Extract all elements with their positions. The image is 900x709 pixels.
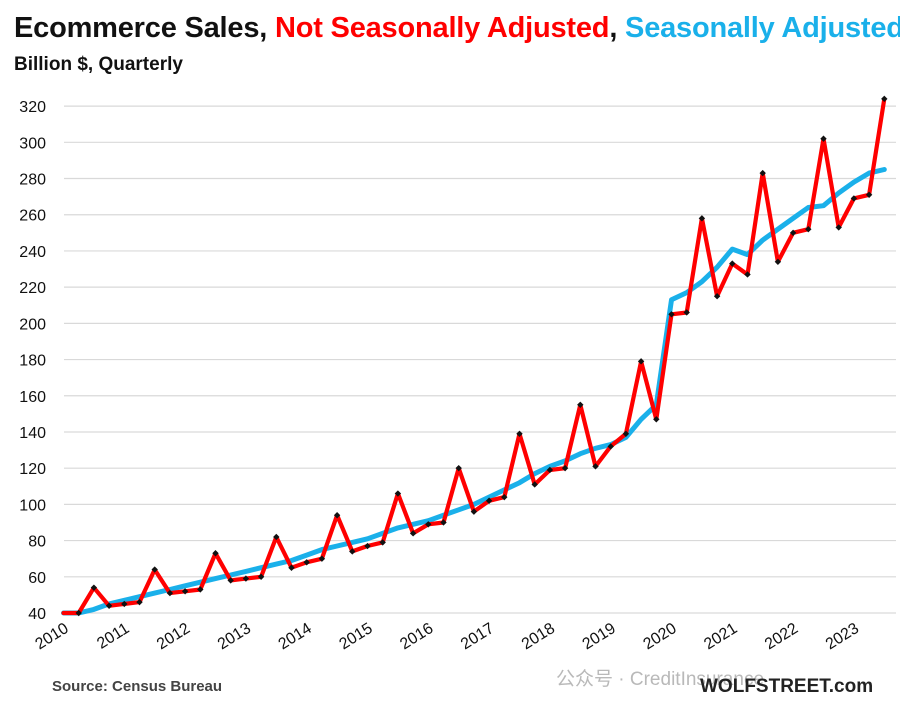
x-tick-label: 2016 bbox=[397, 620, 436, 653]
x-tick-label: 2021 bbox=[701, 620, 740, 653]
nsa-data-point bbox=[212, 550, 219, 557]
nsa-data-point bbox=[531, 481, 538, 488]
nsa-data-point bbox=[561, 464, 569, 472]
x-tick-label: 2023 bbox=[823, 620, 862, 653]
y-tick-label: 180 bbox=[19, 353, 46, 370]
nsa-series-line bbox=[61, 96, 887, 616]
y-tick-label: 280 bbox=[19, 172, 46, 189]
nsa-data-point bbox=[227, 577, 234, 584]
sa-series-line bbox=[61, 167, 887, 616]
chart-subtitle: Billion $, Quarterly bbox=[14, 54, 183, 75]
nsa-data-point bbox=[805, 226, 812, 233]
nsa-data-point bbox=[440, 519, 447, 526]
nsa-data-point bbox=[455, 464, 462, 472]
nsa-data-point bbox=[789, 229, 797, 237]
nsa-data-point bbox=[409, 530, 417, 537]
y-tick-label: 220 bbox=[19, 280, 46, 297]
nsa-data-point bbox=[577, 401, 584, 409]
chart-title-part-3: Seasonally Adjusted bbox=[625, 12, 900, 44]
x-tick-label: 2020 bbox=[640, 620, 679, 653]
nsa-data-point bbox=[485, 497, 493, 504]
nsa-data-point bbox=[181, 588, 189, 595]
nsa-data-point bbox=[75, 609, 82, 617]
nsa-data-point bbox=[379, 539, 386, 546]
nsa-data-point bbox=[729, 260, 736, 267]
nsa-data-point bbox=[774, 258, 782, 265]
x-tick-label: 2022 bbox=[762, 620, 801, 653]
y-tick-label: 100 bbox=[19, 497, 46, 514]
nsa-data-point bbox=[835, 224, 842, 231]
nsa-data-point bbox=[607, 443, 614, 450]
chart-title-part-1: Not Seasonally Adjusted bbox=[274, 12, 610, 44]
chart-title-part-2: , bbox=[609, 12, 626, 44]
x-tick-label: 2014 bbox=[276, 620, 315, 653]
x-tick-label: 2013 bbox=[215, 620, 254, 653]
nsa-data-point bbox=[683, 309, 690, 316]
y-tick-label: 260 bbox=[19, 208, 46, 225]
y-tick-label: 40 bbox=[28, 606, 46, 623]
nsa-data-point bbox=[425, 521, 432, 528]
chart-title: Ecommerce Sales, Not Seasonally Adjusted… bbox=[14, 12, 900, 45]
x-tick-label: 2010 bbox=[32, 620, 71, 653]
y-tick-label: 160 bbox=[19, 389, 46, 406]
y-tick-label: 240 bbox=[19, 244, 46, 261]
y-tick-label: 60 bbox=[28, 570, 46, 587]
nsa-data-point bbox=[273, 533, 280, 541]
x-tick-label: 2019 bbox=[580, 620, 619, 653]
nsa-data-point bbox=[470, 508, 478, 515]
y-tick-label: 140 bbox=[19, 425, 46, 442]
nsa-data-point bbox=[653, 416, 660, 423]
nsa-data-point bbox=[881, 95, 888, 103]
nsa-data-point bbox=[105, 602, 113, 609]
chart-title-part-0: Ecommerce Sales, bbox=[14, 12, 275, 44]
nsa-data-point bbox=[820, 135, 827, 142]
nsa-data-point bbox=[288, 564, 295, 571]
nsa-data-point bbox=[166, 589, 174, 597]
nsa-data-point bbox=[622, 430, 630, 437]
x-tick-label: 2012 bbox=[154, 620, 193, 653]
nsa-data-point bbox=[349, 548, 356, 555]
nsa-data-point bbox=[257, 573, 265, 580]
nsa-data-point bbox=[90, 584, 98, 591]
source-note: Source: Census Bureau bbox=[52, 678, 223, 695]
nsa-data-point bbox=[121, 600, 128, 608]
nsa-data-point bbox=[394, 490, 402, 497]
nsa-data-point bbox=[592, 463, 599, 470]
nsa-data-point bbox=[318, 555, 326, 562]
nsa-data-point bbox=[151, 566, 158, 573]
x-tick-label: 2018 bbox=[519, 620, 558, 653]
x-tick-label: 2015 bbox=[336, 620, 375, 653]
y-tick-label: 200 bbox=[19, 316, 46, 333]
nsa-data-point bbox=[197, 586, 204, 593]
y-tick-label: 300 bbox=[19, 135, 46, 152]
nsa-data-point bbox=[303, 559, 310, 566]
nsa-data-point bbox=[850, 195, 858, 202]
nsa-data-point bbox=[759, 169, 766, 177]
nsa-data-point bbox=[546, 466, 554, 474]
nsa-data-point bbox=[333, 512, 341, 519]
y-tick-label: 80 bbox=[28, 534, 46, 551]
nsa-data-point bbox=[637, 358, 645, 365]
brand-logo-text: WOLFSTREET.com bbox=[700, 676, 874, 697]
nsa-data-point bbox=[744, 271, 751, 278]
nsa-data-point bbox=[501, 493, 508, 501]
x-tick-label: 2017 bbox=[458, 620, 497, 653]
nsa-data-point bbox=[698, 215, 706, 222]
y-tick-label: 320 bbox=[19, 99, 46, 116]
nsa-data-point bbox=[865, 191, 873, 199]
nsa-data-point bbox=[242, 575, 250, 582]
nsa-data-point bbox=[364, 542, 371, 550]
nsa-data-point bbox=[136, 598, 143, 606]
nsa-data-point bbox=[713, 292, 721, 300]
nsa-data-point bbox=[516, 430, 523, 437]
y-tick-label: 120 bbox=[19, 461, 46, 478]
x-tick-label: 2011 bbox=[94, 620, 132, 653]
watermark: 公众号 · CreditInsurance bbox=[556, 669, 765, 690]
nsa-data-point bbox=[668, 311, 675, 318]
